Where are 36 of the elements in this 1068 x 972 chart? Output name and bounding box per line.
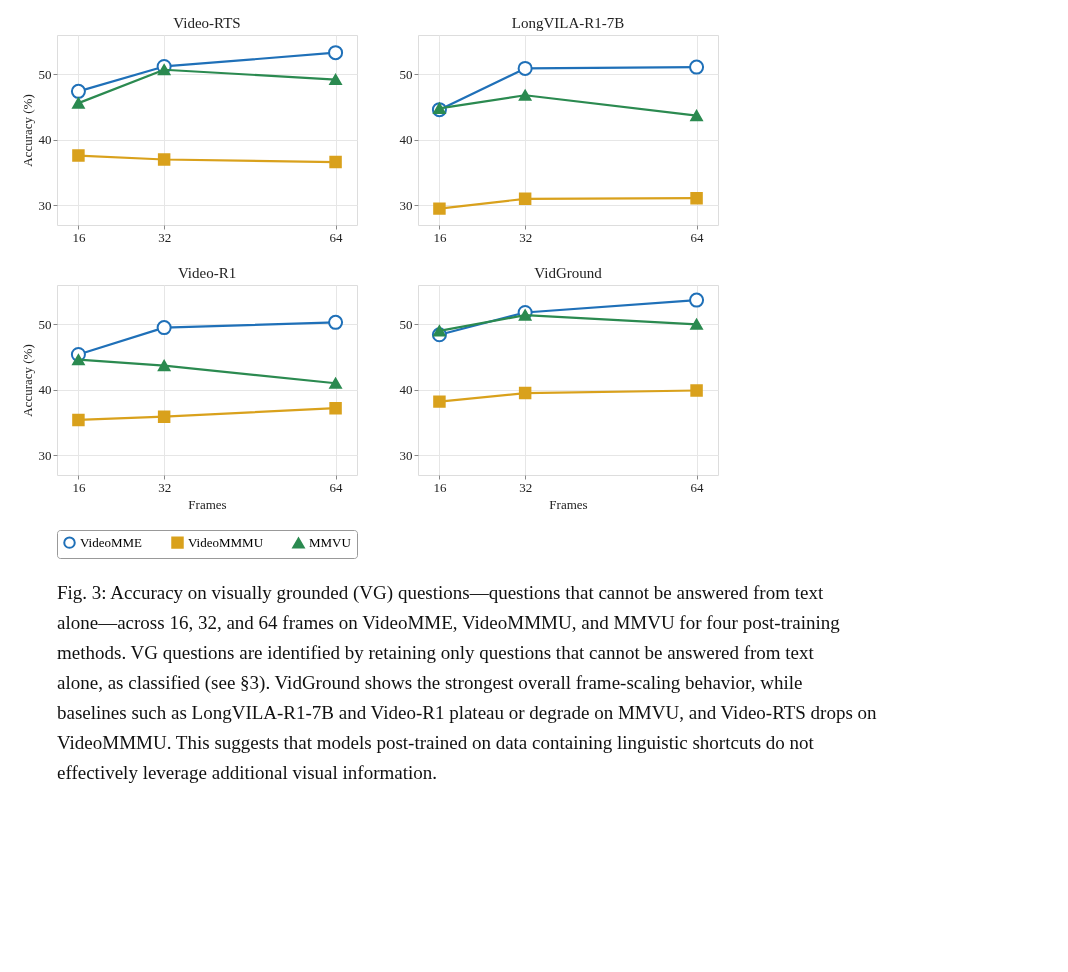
x-tick-label: 32 — [519, 229, 533, 245]
x-axis-title: Frames — [549, 496, 588, 512]
chart-title: VidGround — [534, 265, 603, 281]
chart-title: Video-RTS — [173, 15, 241, 31]
y-tick-label: 50 — [399, 66, 413, 82]
y-tick-label: 30 — [399, 197, 413, 213]
x-tick-label: 16 — [433, 479, 447, 495]
y-tick-label: 30 — [38, 197, 52, 213]
x-tick-label: 16 — [433, 229, 447, 245]
x-tick-label: 32 — [158, 479, 172, 495]
x-tick-label: 16 — [72, 229, 86, 245]
x-tick-label: 64 — [690, 229, 705, 245]
x-tick-label: 64 — [329, 229, 344, 245]
y-tick-label: 30 — [399, 447, 413, 463]
y-tick-label: 40 — [38, 132, 52, 148]
x-tick-label: 64 — [329, 479, 344, 495]
chart-title: LongVILA-R1-7B — [511, 15, 625, 31]
y-tick-label: 30 — [38, 447, 52, 463]
y-tick-label: 50 — [399, 316, 413, 332]
legend-label: VideoMMMU — [188, 534, 264, 550]
y-tick-label: 40 — [38, 382, 52, 398]
x-axis-title: Frames — [188, 496, 227, 512]
y-axis-title: Accuracy (%) — [19, 344, 35, 417]
legend-label: MMVU — [309, 534, 352, 550]
legend-label: VideoMME — [80, 534, 143, 550]
y-axis-title: Accuracy (%) — [19, 94, 35, 167]
caption: Fig. 3: Accuracy on visually grounded (VG) questions—questions that cannot be answered from text alone—across 16, 32, and 64 frames on VideoMME, VideoMMMU, and MMVU for four post-training methods. VG questions are identified by retaining only questions that cannot be answered from text alone, as classified (see §3). VidGround shows the strongest overall frame-scaling behavior, while baselines such as LongVILA-R1-7B and Video-R1 plateau or degrade on MMVU, and Video-RTS drops on VideoMMMU. This suggests that models post-trained on data containing linguistic shortcuts do not effectively leverage additional visual information. — [57, 582, 878, 783]
chart-title: Video-R1 — [177, 265, 237, 281]
x-tick-label: 32 — [519, 479, 533, 495]
y-tick-label: 40 — [399, 132, 413, 148]
y-tick-label: 40 — [399, 382, 413, 398]
y-tick-label: 50 — [38, 66, 52, 82]
x-tick-label: 16 — [72, 479, 86, 495]
x-tick-label: 64 — [690, 479, 705, 495]
y-tick-label: 50 — [38, 316, 52, 332]
x-tick-label: 32 — [158, 229, 172, 245]
